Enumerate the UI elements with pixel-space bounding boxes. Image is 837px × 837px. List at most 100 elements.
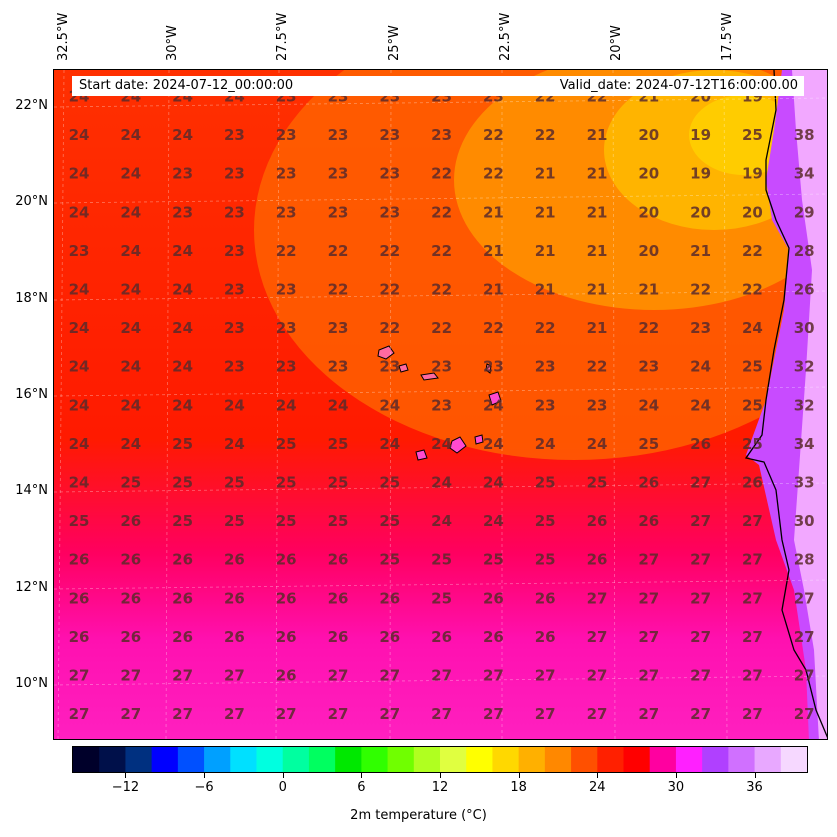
temperature-value: 27 [224, 705, 245, 723]
temperature-value: 25 [172, 474, 193, 492]
temperature-value: 26 [379, 589, 400, 607]
temperature-value: 27 [483, 667, 504, 685]
temperature-value: 26 [276, 589, 297, 607]
temperature-value: 27 [742, 512, 763, 530]
temperature-value: 22 [587, 358, 608, 376]
temperature-value: 25 [535, 474, 556, 492]
temperature-value: 23 [328, 203, 349, 221]
lat-label: 12°N [15, 580, 48, 595]
temperature-value: 24 [483, 435, 504, 453]
temperature-value: 24 [379, 396, 400, 414]
temperature-value: 27 [638, 705, 659, 723]
temperature-value: 23 [224, 242, 245, 260]
temperature-value: 22 [379, 242, 400, 260]
temperature-value: 23 [224, 358, 245, 376]
colorbar-tick-label: −6 [194, 780, 214, 795]
colorbar-tick-label: 18 [510, 780, 527, 795]
colorbar-segment [754, 747, 769, 772]
temperature-value: 26 [587, 551, 608, 569]
temperature-value: 23 [328, 319, 349, 337]
temperature-value: 28 [794, 551, 815, 569]
temperature-value: 21 [535, 203, 556, 221]
temperature-value: 23 [172, 165, 193, 183]
temperature-value: 26 [328, 551, 349, 569]
date-bar: Start date: 2024-07-12_00:00:00 Valid_da… [72, 76, 804, 96]
colorbar-segment [348, 747, 362, 772]
temperature-value: 21 [587, 203, 608, 221]
island [488, 391, 502, 406]
temperature-value: 24 [120, 281, 141, 299]
temperature-value: 24 [69, 281, 90, 299]
temperature-value: 27 [742, 628, 763, 646]
temperature-value: 27 [431, 705, 452, 723]
temperature-field: 24 24 24 24 23 23 23 23 23 22 22 21 20 19 24 24 24 23 23 23… [54, 70, 827, 739]
temperature-value: 24 [172, 358, 193, 376]
colorbar-segment [741, 747, 756, 772]
temperature-value: 19 [742, 165, 763, 183]
temperature-value: 26 [120, 551, 141, 569]
temperature-value: 24 [483, 396, 504, 414]
temperature-value: 23 [431, 126, 452, 144]
temperature-value: 24 [690, 396, 711, 414]
temperature-value: 24 [379, 435, 400, 453]
temperature-value: 26 [276, 667, 297, 685]
temperature-value: 25 [431, 589, 452, 607]
lat-label: 14°N [15, 483, 48, 498]
temperature-value: 23 [638, 358, 659, 376]
colorbar-tick [204, 773, 206, 778]
temperature-value: 25 [276, 512, 297, 530]
temperature-value: 25 [431, 551, 452, 569]
colorbar-segment [426, 747, 441, 772]
temperature-value: 24 [69, 126, 90, 144]
temperature-value: 27 [483, 705, 504, 723]
temperature-value: 23 [535, 396, 556, 414]
temperature-value: 22 [535, 319, 556, 337]
colorbar-segment [164, 747, 179, 772]
temperature-value: 27 [638, 667, 659, 685]
temperature-value: 23 [276, 203, 297, 221]
temperature-value: 26 [172, 589, 193, 607]
island [377, 345, 395, 360]
temperature-value: 24 [431, 512, 452, 530]
colorbar-segment [440, 747, 454, 772]
temperature-value: 24 [69, 165, 90, 183]
temperature-value: 20 [638, 203, 659, 221]
lat-label: 16°N [15, 387, 48, 402]
temperature-value: 27 [535, 667, 556, 685]
temperature-value: 23 [328, 126, 349, 144]
temperature-value: 23 [587, 396, 608, 414]
colorbar-segment [112, 747, 127, 772]
temperature-value: 26 [224, 628, 245, 646]
temperature-value: 24 [69, 396, 90, 414]
coastline [744, 70, 827, 738]
colorbar-segment [466, 747, 480, 772]
temperature-value: 24 [224, 435, 245, 453]
colorbar-segment [479, 747, 494, 772]
temperature-value: 27 [690, 705, 711, 723]
temperature-value: 25 [328, 435, 349, 453]
temperature-value: 23 [224, 203, 245, 221]
colorbar-segment [767, 747, 782, 772]
temperature-value: 24 [172, 396, 193, 414]
colorbar-segment [230, 747, 244, 772]
colorbar-segment [374, 747, 389, 772]
temperature-value: 38 [794, 126, 815, 144]
temperature-value: 24 [638, 396, 659, 414]
temperature-value: 27 [69, 705, 90, 723]
colorbar-segment [492, 747, 507, 772]
colorbar-segment [702, 747, 716, 772]
colorbar-segment [308, 747, 323, 772]
temperature-value: 19 [690, 165, 711, 183]
colorbar-segment [190, 747, 205, 772]
colorbar-segment [571, 747, 585, 772]
temperature-value: 21 [587, 319, 608, 337]
temperature-value: 26 [69, 551, 90, 569]
temperature-value: 27 [794, 628, 815, 646]
temperature-value: 27 [690, 474, 711, 492]
temperature-value: 23 [535, 358, 556, 376]
temperature-value: 24 [483, 512, 504, 530]
colorbar-segment [138, 747, 153, 772]
temperature-value: 27 [328, 705, 349, 723]
colorbar-segment [675, 747, 690, 772]
temperature-value: 21 [587, 281, 608, 299]
